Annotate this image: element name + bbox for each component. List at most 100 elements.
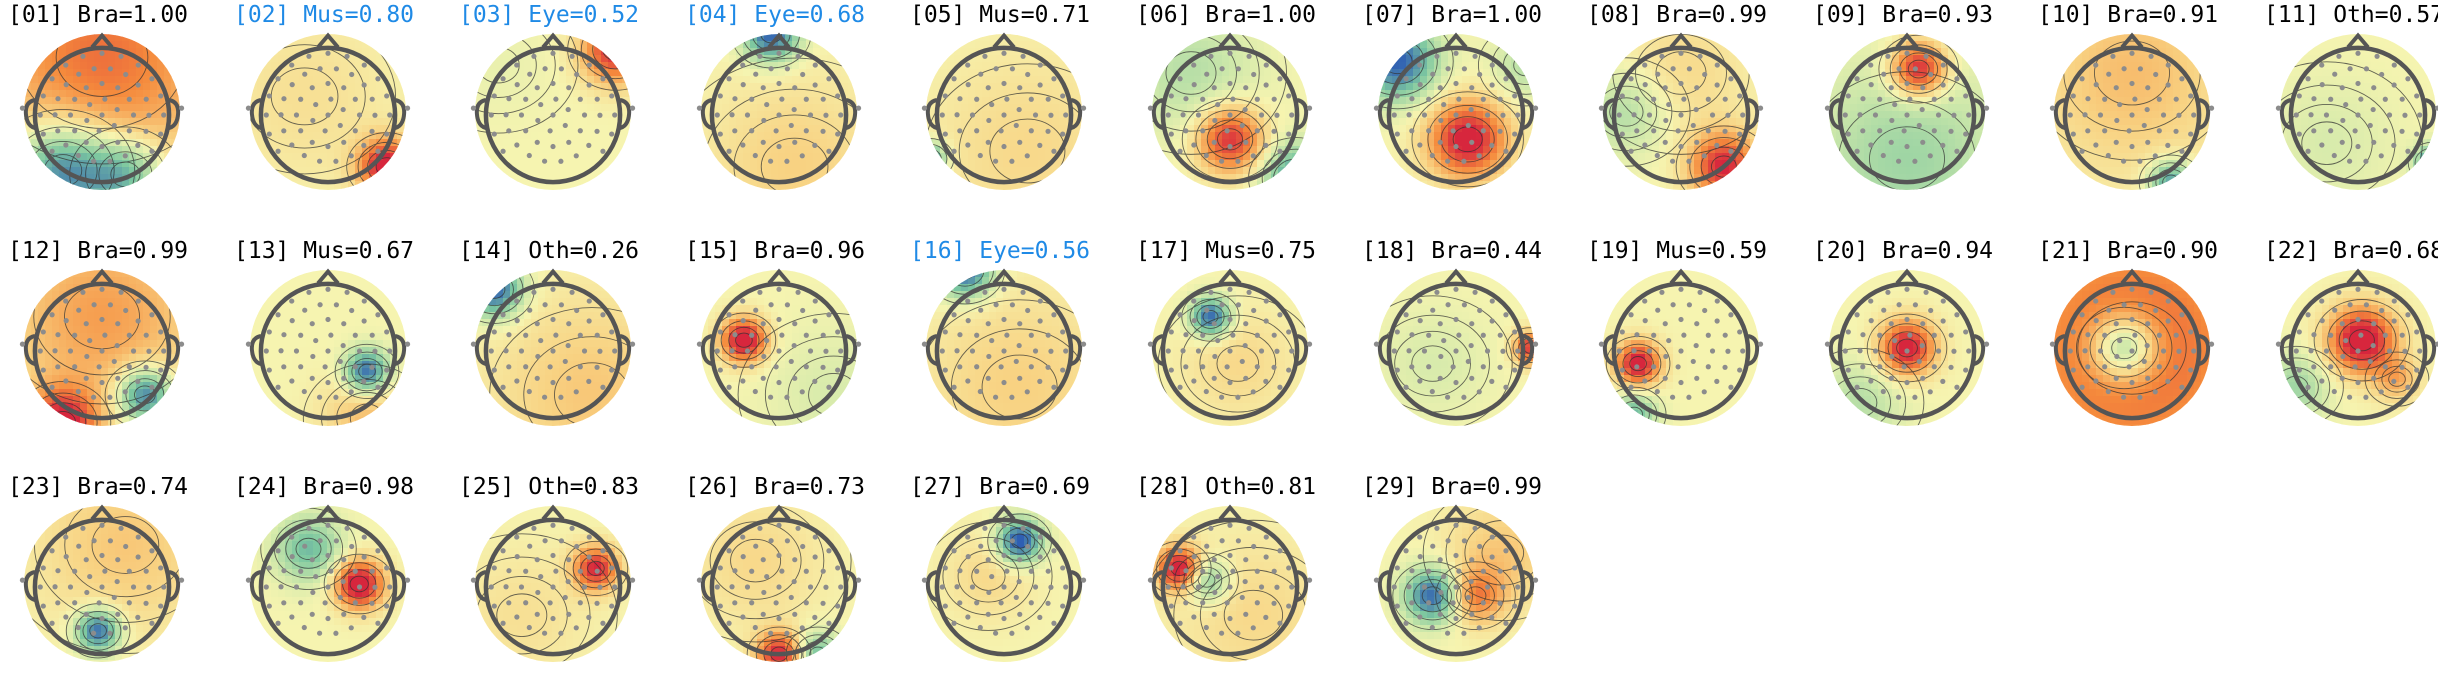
sensor-dot bbox=[550, 50, 556, 56]
field-pixel bbox=[101, 118, 109, 126]
field-pixel bbox=[264, 104, 272, 112]
field-pixel bbox=[1624, 76, 1632, 84]
field-pixel bbox=[122, 90, 130, 98]
field-pixel bbox=[489, 188, 497, 190]
field-pixel bbox=[45, 160, 53, 168]
field-pixel bbox=[1736, 167, 1744, 175]
sensor-dot bbox=[951, 76, 957, 82]
field-pixel bbox=[1750, 132, 1758, 140]
field-pixel bbox=[1631, 139, 1639, 147]
field-pixel bbox=[390, 41, 398, 49]
field-pixel bbox=[482, 167, 490, 175]
field-pixel bbox=[785, 153, 793, 161]
field-pixel bbox=[1173, 167, 1181, 175]
field-pixel bbox=[1659, 76, 1667, 84]
field-pixel bbox=[855, 76, 857, 84]
field-pixel bbox=[122, 139, 130, 147]
sensor-dot bbox=[1263, 142, 1269, 148]
field-pixel bbox=[834, 69, 842, 77]
field-pixel bbox=[1673, 188, 1681, 190]
field-pixel bbox=[1215, 146, 1223, 154]
field-pixel bbox=[1729, 55, 1737, 63]
field-pixel bbox=[1441, 48, 1449, 56]
field-pixel bbox=[1271, 34, 1279, 42]
field-pixel bbox=[1264, 146, 1272, 154]
sensor-dot bbox=[1017, 139, 1023, 145]
field-pixel bbox=[80, 97, 88, 105]
field-pixel bbox=[580, 55, 588, 63]
sensor-dot bbox=[1274, 112, 1280, 118]
field-pixel bbox=[531, 69, 539, 77]
field-pixel bbox=[947, 160, 955, 168]
field-pixel bbox=[45, 188, 53, 190]
field-pixel bbox=[1518, 188, 1526, 190]
field-pixel bbox=[1229, 104, 1237, 112]
field-pixel bbox=[1073, 153, 1081, 161]
field-pixel bbox=[1532, 48, 1534, 56]
field-pixel bbox=[1652, 146, 1660, 154]
field-pixel bbox=[1434, 160, 1442, 168]
field-pixel bbox=[1392, 48, 1400, 56]
sensor-dot bbox=[1651, 128, 1657, 134]
field-pixel bbox=[1427, 55, 1435, 63]
field-pixel bbox=[150, 34, 158, 42]
field-pixel bbox=[1434, 97, 1442, 105]
field-pixel bbox=[1159, 62, 1167, 70]
field-pixel bbox=[341, 188, 349, 190]
field-pixel bbox=[1152, 125, 1160, 133]
field-pixel bbox=[834, 48, 842, 56]
field-pixel bbox=[1843, 34, 1851, 42]
field-pixel bbox=[1236, 132, 1244, 140]
field-pixel bbox=[1229, 69, 1237, 77]
field-pixel bbox=[806, 69, 814, 77]
field-pixel bbox=[1173, 55, 1181, 63]
field-pixel bbox=[38, 41, 46, 49]
field-pixel bbox=[757, 97, 765, 105]
field-pixel bbox=[1934, 34, 1942, 42]
field-pixel bbox=[806, 167, 814, 175]
contour-line bbox=[1378, 34, 1454, 110]
sensor-dot bbox=[1230, 96, 1236, 102]
field-pixel bbox=[271, 97, 279, 105]
field-pixel bbox=[701, 153, 709, 161]
field-pixel bbox=[580, 34, 588, 42]
field-pixel bbox=[80, 153, 88, 161]
field-pixel bbox=[1983, 41, 1985, 49]
field-pixel bbox=[52, 97, 60, 105]
field-pixel bbox=[989, 104, 997, 112]
field-pixel bbox=[1497, 146, 1505, 154]
field-pixel bbox=[1715, 181, 1723, 189]
field-pixel bbox=[1152, 132, 1160, 140]
field-pixel bbox=[764, 181, 772, 189]
field-pixel bbox=[496, 146, 504, 154]
field-pixel bbox=[115, 167, 123, 175]
field-pixel bbox=[545, 188, 553, 190]
field-pixel bbox=[1257, 90, 1265, 98]
field-pixel bbox=[285, 160, 293, 168]
field-pixel bbox=[1666, 90, 1674, 98]
field-pixel bbox=[250, 167, 258, 175]
field-pixel bbox=[348, 97, 356, 105]
field-pixel bbox=[1934, 62, 1942, 70]
sensor-dot bbox=[942, 93, 948, 99]
field-pixel bbox=[1264, 104, 1272, 112]
field-pixel bbox=[313, 76, 321, 84]
field-pixel bbox=[975, 118, 983, 126]
field-pixel bbox=[580, 167, 588, 175]
field-pixel bbox=[150, 181, 158, 189]
field-pixel bbox=[475, 153, 483, 161]
field-pixel bbox=[1378, 76, 1386, 84]
field-pixel bbox=[1413, 34, 1421, 42]
field-pixel bbox=[799, 55, 807, 63]
field-pixel bbox=[538, 69, 546, 77]
field-pixel bbox=[1257, 55, 1265, 63]
field-pixel bbox=[292, 153, 300, 161]
field-pixel bbox=[1878, 41, 1886, 49]
field-pixel bbox=[545, 76, 553, 84]
field-pixel bbox=[24, 62, 32, 70]
field-pixel bbox=[517, 97, 525, 105]
field-pixel bbox=[334, 181, 342, 189]
sensor-dot bbox=[609, 131, 615, 137]
field-pixel bbox=[1680, 104, 1688, 112]
field-pixel bbox=[1159, 90, 1167, 98]
